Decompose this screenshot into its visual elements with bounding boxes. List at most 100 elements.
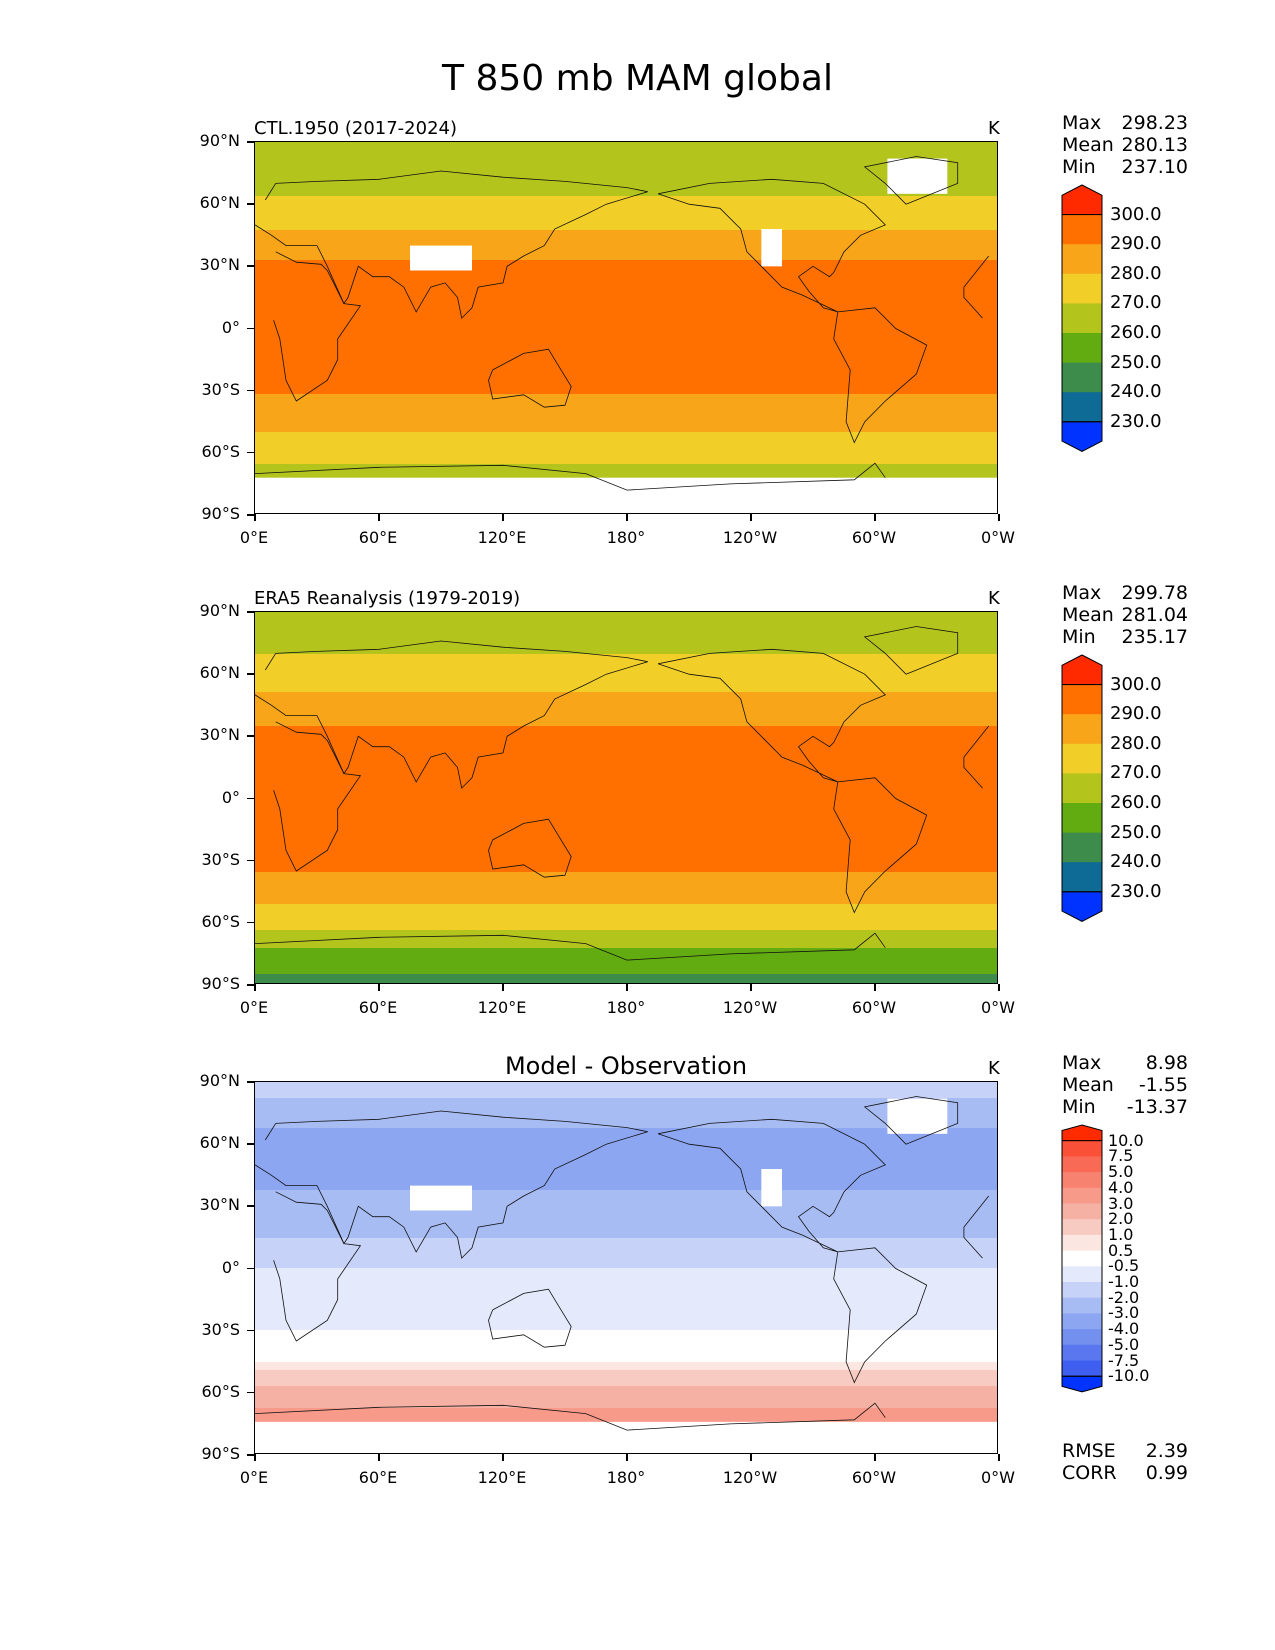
field-band [255,1346,997,1349]
field-band [255,1204,997,1207]
lat-tick-label: 90°S [201,974,240,993]
coastline [255,462,886,491]
field-band [255,288,997,291]
field-band [255,1086,997,1089]
coastline [833,777,928,914]
lat-tick [247,451,254,454]
missing-data-mask [255,477,997,513]
field-band [255,916,997,919]
colorbar-tick-label: -1.0 [1108,1272,1140,1291]
field-band [255,790,997,793]
field-band [255,684,997,687]
field-band [255,1166,997,1169]
lon-tick [502,514,504,521]
colorbar [1061,184,1103,452]
field-band [255,1398,997,1401]
field-band [255,1090,997,1093]
field-band [255,228,997,231]
field-band [255,1200,997,1203]
field-band [255,372,997,375]
field-band [255,976,997,979]
field-band [255,408,997,411]
field-band [255,1264,997,1267]
field-band [255,1352,997,1355]
field-band [255,924,997,927]
field-band [255,476,997,479]
lat-tick-label: 60°S [201,1381,240,1401]
field-band [255,756,997,759]
field-band [255,1136,997,1139]
field-band [255,1292,997,1295]
coastline [488,1288,572,1348]
field-band [255,884,997,887]
field-band [255,1256,997,1259]
colorbar-tick-label: 300.0 [1110,203,1162,225]
field-band [255,1096,997,1099]
field-band [255,1340,997,1343]
field-band [255,822,997,825]
field-band [255,824,997,827]
stats-box: Max 8.98 Mean -1.55 Min -13.37 [1062,1052,1188,1118]
colorbar-segment [1062,244,1102,275]
field-band [255,414,997,417]
field-band [255,898,997,901]
field-band [255,888,997,891]
field-band [255,830,997,833]
field-band [255,864,997,867]
field-band [255,272,997,275]
field-band [255,638,997,641]
lon-tick [626,984,628,991]
field-band [255,464,997,467]
lat-tick [247,735,254,737]
colorbar-segment [1062,1297,1102,1314]
field-band [255,828,997,831]
field-band [255,954,997,957]
field-band [255,338,997,341]
field-band [255,1210,997,1213]
field-band [255,460,997,463]
field-band [255,392,997,395]
colorbar-tick-label: 240.0 [1110,851,1162,873]
field-band [255,202,997,205]
field-band [255,362,997,365]
field-band [255,1298,997,1301]
field-band [255,248,997,251]
colorbar-tick-label: 230.0 [1110,880,1162,902]
lon-tick [874,984,876,991]
field-band [255,1316,997,1319]
colorbar-segment [1062,1344,1102,1361]
lat-tick-label: 30°N [199,725,240,745]
field-band [255,736,997,739]
field-band [255,1142,997,1145]
field-band [255,978,997,981]
missing-data-mask [255,1421,997,1453]
field-band [255,190,997,193]
field-band [255,686,997,689]
field-band [255,670,997,673]
field-band [255,374,997,377]
field-band [255,786,997,789]
field-band [255,1348,997,1351]
field-band [255,226,997,229]
field-band [255,878,997,881]
field-band [255,1312,997,1315]
field-band [255,1324,997,1327]
field-band [255,974,997,977]
field-band [255,1336,997,1339]
lat-tick-label: 60°N [199,193,240,213]
field-band [255,748,997,751]
field-band [255,308,997,311]
field-band [255,1386,997,1389]
field-band [255,1354,997,1357]
lat-tick-label: 30°S [201,1319,240,1339]
panel-ctl: CTL.1950 (2017-2024) K Max 298.23 Mean 280… [0,112,1275,578]
field-band [255,844,997,847]
field-band [255,1406,997,1409]
field-band [255,848,997,851]
lon-tick [874,1454,876,1461]
field-band [255,860,997,863]
stat-value: 237.10 [1121,156,1188,178]
lat-tick [247,673,254,675]
colorbar-tick-label: -0.5 [1108,1256,1140,1276]
lat-tick-label: 30°S [201,379,240,399]
